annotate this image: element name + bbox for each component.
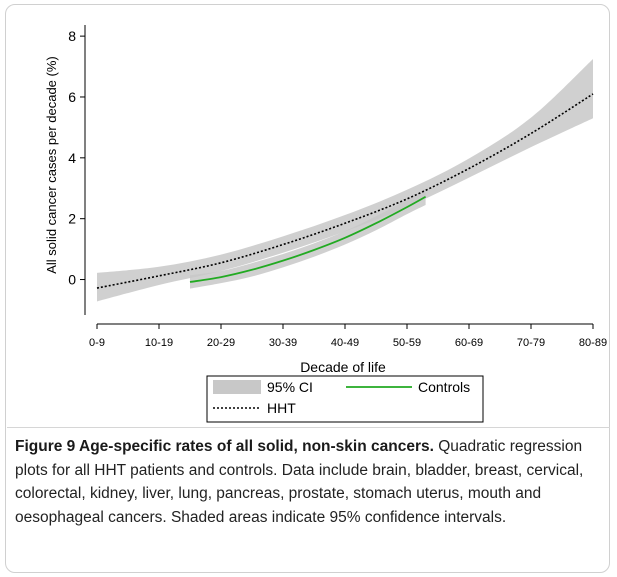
caption-body: Quadratic regression plots for all HHT p… xyxy=(15,438,584,526)
ci-bands xyxy=(97,58,593,302)
x-tick-label: 60-69 xyxy=(455,337,483,349)
legend: 95% CI Controls HHT xyxy=(206,375,484,423)
y-tick-label: 0 xyxy=(68,272,76,288)
y-tick-label: 4 xyxy=(68,150,76,166)
x-tick-label: 80-89 xyxy=(579,337,607,349)
x-tick-label: 10-19 xyxy=(145,337,173,349)
x-axis-label: Decade of life xyxy=(300,359,386,375)
axes: 0 2 4 6 8 0-9 10-19 20-29 30-39 40-49 50-59 60-69 70… xyxy=(68,25,607,349)
chart: 0 2 4 6 8 0-9 10-19 20-29 30-39 40-49 50-59 60-69 70… xyxy=(44,25,607,423)
y-tick-label: 6 xyxy=(68,89,76,105)
legend-label: 95% CI xyxy=(267,379,313,395)
ci-band xyxy=(97,58,593,302)
hht-line xyxy=(96,93,594,289)
series-lines xyxy=(96,93,594,289)
x-tick-label: 30-39 xyxy=(269,337,297,349)
legend-swatch-ci xyxy=(213,380,261,394)
y-tick-label: 2 xyxy=(68,211,76,227)
x-tick-label: 40-49 xyxy=(331,337,359,349)
figure-caption: Figure 9 Age-specific rates of all solid… xyxy=(15,435,603,529)
legend-label: Controls xyxy=(418,379,470,395)
x-tick-label: 70-79 xyxy=(517,337,545,349)
caption-divider xyxy=(7,427,610,428)
legend-label: HHT xyxy=(267,400,296,416)
controls-line xyxy=(189,195,427,283)
x-tick-label: 0-9 xyxy=(89,337,105,349)
y-tick-label: 8 xyxy=(68,28,76,44)
x-tick-label: 20-29 xyxy=(207,337,235,349)
caption-title: Figure 9 Age-specific rates of all solid… xyxy=(15,438,434,455)
x-tick-label: 50-59 xyxy=(393,337,421,349)
y-axis-label: All solid cancer cases per decade (%) xyxy=(44,56,59,274)
